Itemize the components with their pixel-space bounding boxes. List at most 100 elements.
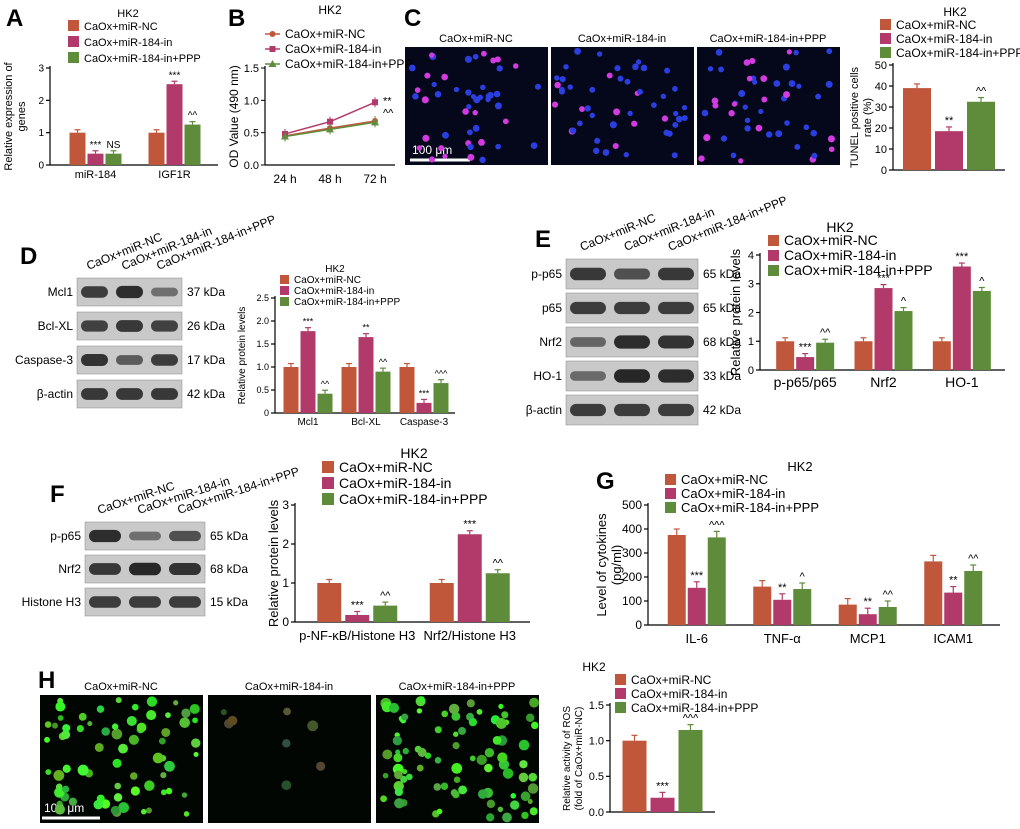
chart-g-category-label: TNF-α — [764, 631, 802, 646]
blot-d-kda-label: 26 kDa — [187, 319, 225, 333]
tunel-cell — [589, 86, 596, 93]
chart-d-ylabel: Relative protein levels — [237, 307, 248, 405]
chart-g-ytick-label: 100 — [622, 594, 642, 608]
blot-e-protein-label: Nrf2 — [539, 335, 562, 349]
chart-b: 0.0 0.5 1.0 1.5OD Value (490 nm) 24 h 48 h 72 … — [227, 3, 412, 186]
chart-g-ytick-label: 0 — [635, 618, 642, 632]
chart-g-bar — [773, 599, 792, 625]
tunel-cell — [803, 124, 810, 131]
ros-cell — [436, 808, 443, 815]
ros-cell — [458, 726, 467, 735]
tunel-cell — [786, 49, 792, 55]
chart-b-ytick-label: 1.5 — [244, 63, 259, 75]
legend-d-label-0: CaOx+miR-NC — [294, 275, 361, 286]
tunel-cell — [744, 117, 751, 124]
blot-e-band — [570, 267, 606, 281]
tunel-cell — [421, 96, 429, 104]
chart-d-significance: ^^^ — [435, 369, 448, 379]
tunel-cell — [738, 89, 746, 97]
ros-cell — [76, 724, 84, 733]
ros-cell — [114, 782, 122, 790]
ros-cell — [136, 722, 147, 733]
panel-label-h: H — [38, 667, 55, 694]
ros-cell — [57, 715, 64, 721]
tunel-cell — [617, 75, 624, 82]
chart-h-significance: *** — [656, 780, 670, 792]
blot-f-band — [129, 596, 161, 608]
chart-e-ytick-label: 0 — [748, 365, 754, 377]
tunel-cell — [623, 152, 629, 158]
chart-f-bar — [429, 583, 454, 622]
ros-cell — [179, 717, 191, 728]
chart-e-ytick-label: 3 — [748, 279, 754, 291]
chart-h-bar — [622, 740, 647, 812]
ros-cell — [173, 700, 179, 706]
chart-g-ylabel: Level of cytokines — [594, 513, 609, 617]
tunel-caption-nc: CaOx+miR-NC — [439, 33, 513, 45]
tunel-cell — [480, 84, 486, 91]
chart-g-bar — [858, 614, 877, 625]
blot-e-band — [658, 301, 694, 315]
ros-cell — [101, 727, 110, 736]
ros-cell — [113, 793, 123, 802]
ros-cell — [433, 783, 442, 791]
chart-h-ytick-label: 1.5 — [589, 700, 604, 712]
chart-g-significance: ^^ — [968, 553, 979, 565]
chart-a-significance: NS — [107, 140, 121, 151]
blot-d-protein-label: β-actin — [37, 387, 73, 401]
blot-e-band — [658, 267, 694, 281]
tunel-cell — [485, 96, 491, 103]
ros-cell — [434, 726, 442, 734]
chart-c-ylabel: TUNEL positive cells — [849, 66, 861, 168]
chart-c-significance: ** — [945, 115, 954, 127]
blot-d-protein-label: Caspase-3 — [15, 353, 73, 367]
legend-c-swatch-2 — [880, 47, 891, 58]
tunel-cell — [794, 143, 801, 150]
tunel-cell — [826, 48, 833, 55]
chart-g-bar — [924, 561, 943, 625]
tunel-caption-in: CaOx+miR-184-in — [578, 33, 666, 45]
tunel-cell — [681, 104, 688, 111]
ros-cell — [87, 721, 93, 727]
ros-cell — [146, 696, 158, 707]
ros-cell — [402, 768, 408, 775]
blot-e-band — [614, 335, 650, 349]
chart-f-ytick-label: 1 — [282, 576, 289, 590]
ros-cell — [145, 807, 152, 814]
tunel-cell — [788, 80, 796, 87]
ros-cell — [495, 718, 507, 729]
panel-label-b: B — [228, 5, 245, 32]
tunel-cell — [755, 124, 763, 132]
ros-cell — [161, 727, 171, 737]
blot-f-band — [89, 529, 121, 543]
tunel-cell — [453, 86, 460, 93]
chart-c-bar — [967, 101, 995, 170]
ros-caption-in: CaOx+miR-184-in — [245, 681, 333, 693]
chart-f-category-label: p-NF-κB/Histone H3 — [299, 628, 415, 643]
legend-b-marker — [269, 46, 276, 52]
tunel-cell — [479, 156, 486, 164]
tunel-cell — [827, 135, 835, 143]
chart-e-significance: ^ — [901, 296, 907, 308]
chart-e-bar — [952, 266, 971, 370]
ros-cell — [527, 799, 533, 805]
tunel-cell — [624, 78, 631, 85]
panel-label-g: G — [596, 468, 615, 495]
chart-g-ytick-label: 300 — [622, 546, 642, 560]
tunel-cell — [576, 120, 583, 127]
tunel-cell — [495, 143, 501, 150]
tunel-cell — [558, 86, 565, 93]
legend-d-swatch-2 — [280, 297, 289, 306]
tunel-cell — [613, 108, 621, 116]
legend-g-title: HK2 — [787, 459, 812, 474]
blot-f-band — [169, 596, 201, 608]
chart-f-bar — [485, 573, 510, 622]
tunel-cell — [429, 52, 435, 58]
legend-c-swatch-1 — [880, 33, 891, 44]
tunel-cell — [431, 81, 437, 88]
ros-cell — [452, 742, 460, 750]
tunel-cell — [569, 127, 577, 134]
ros-cell — [62, 764, 71, 773]
